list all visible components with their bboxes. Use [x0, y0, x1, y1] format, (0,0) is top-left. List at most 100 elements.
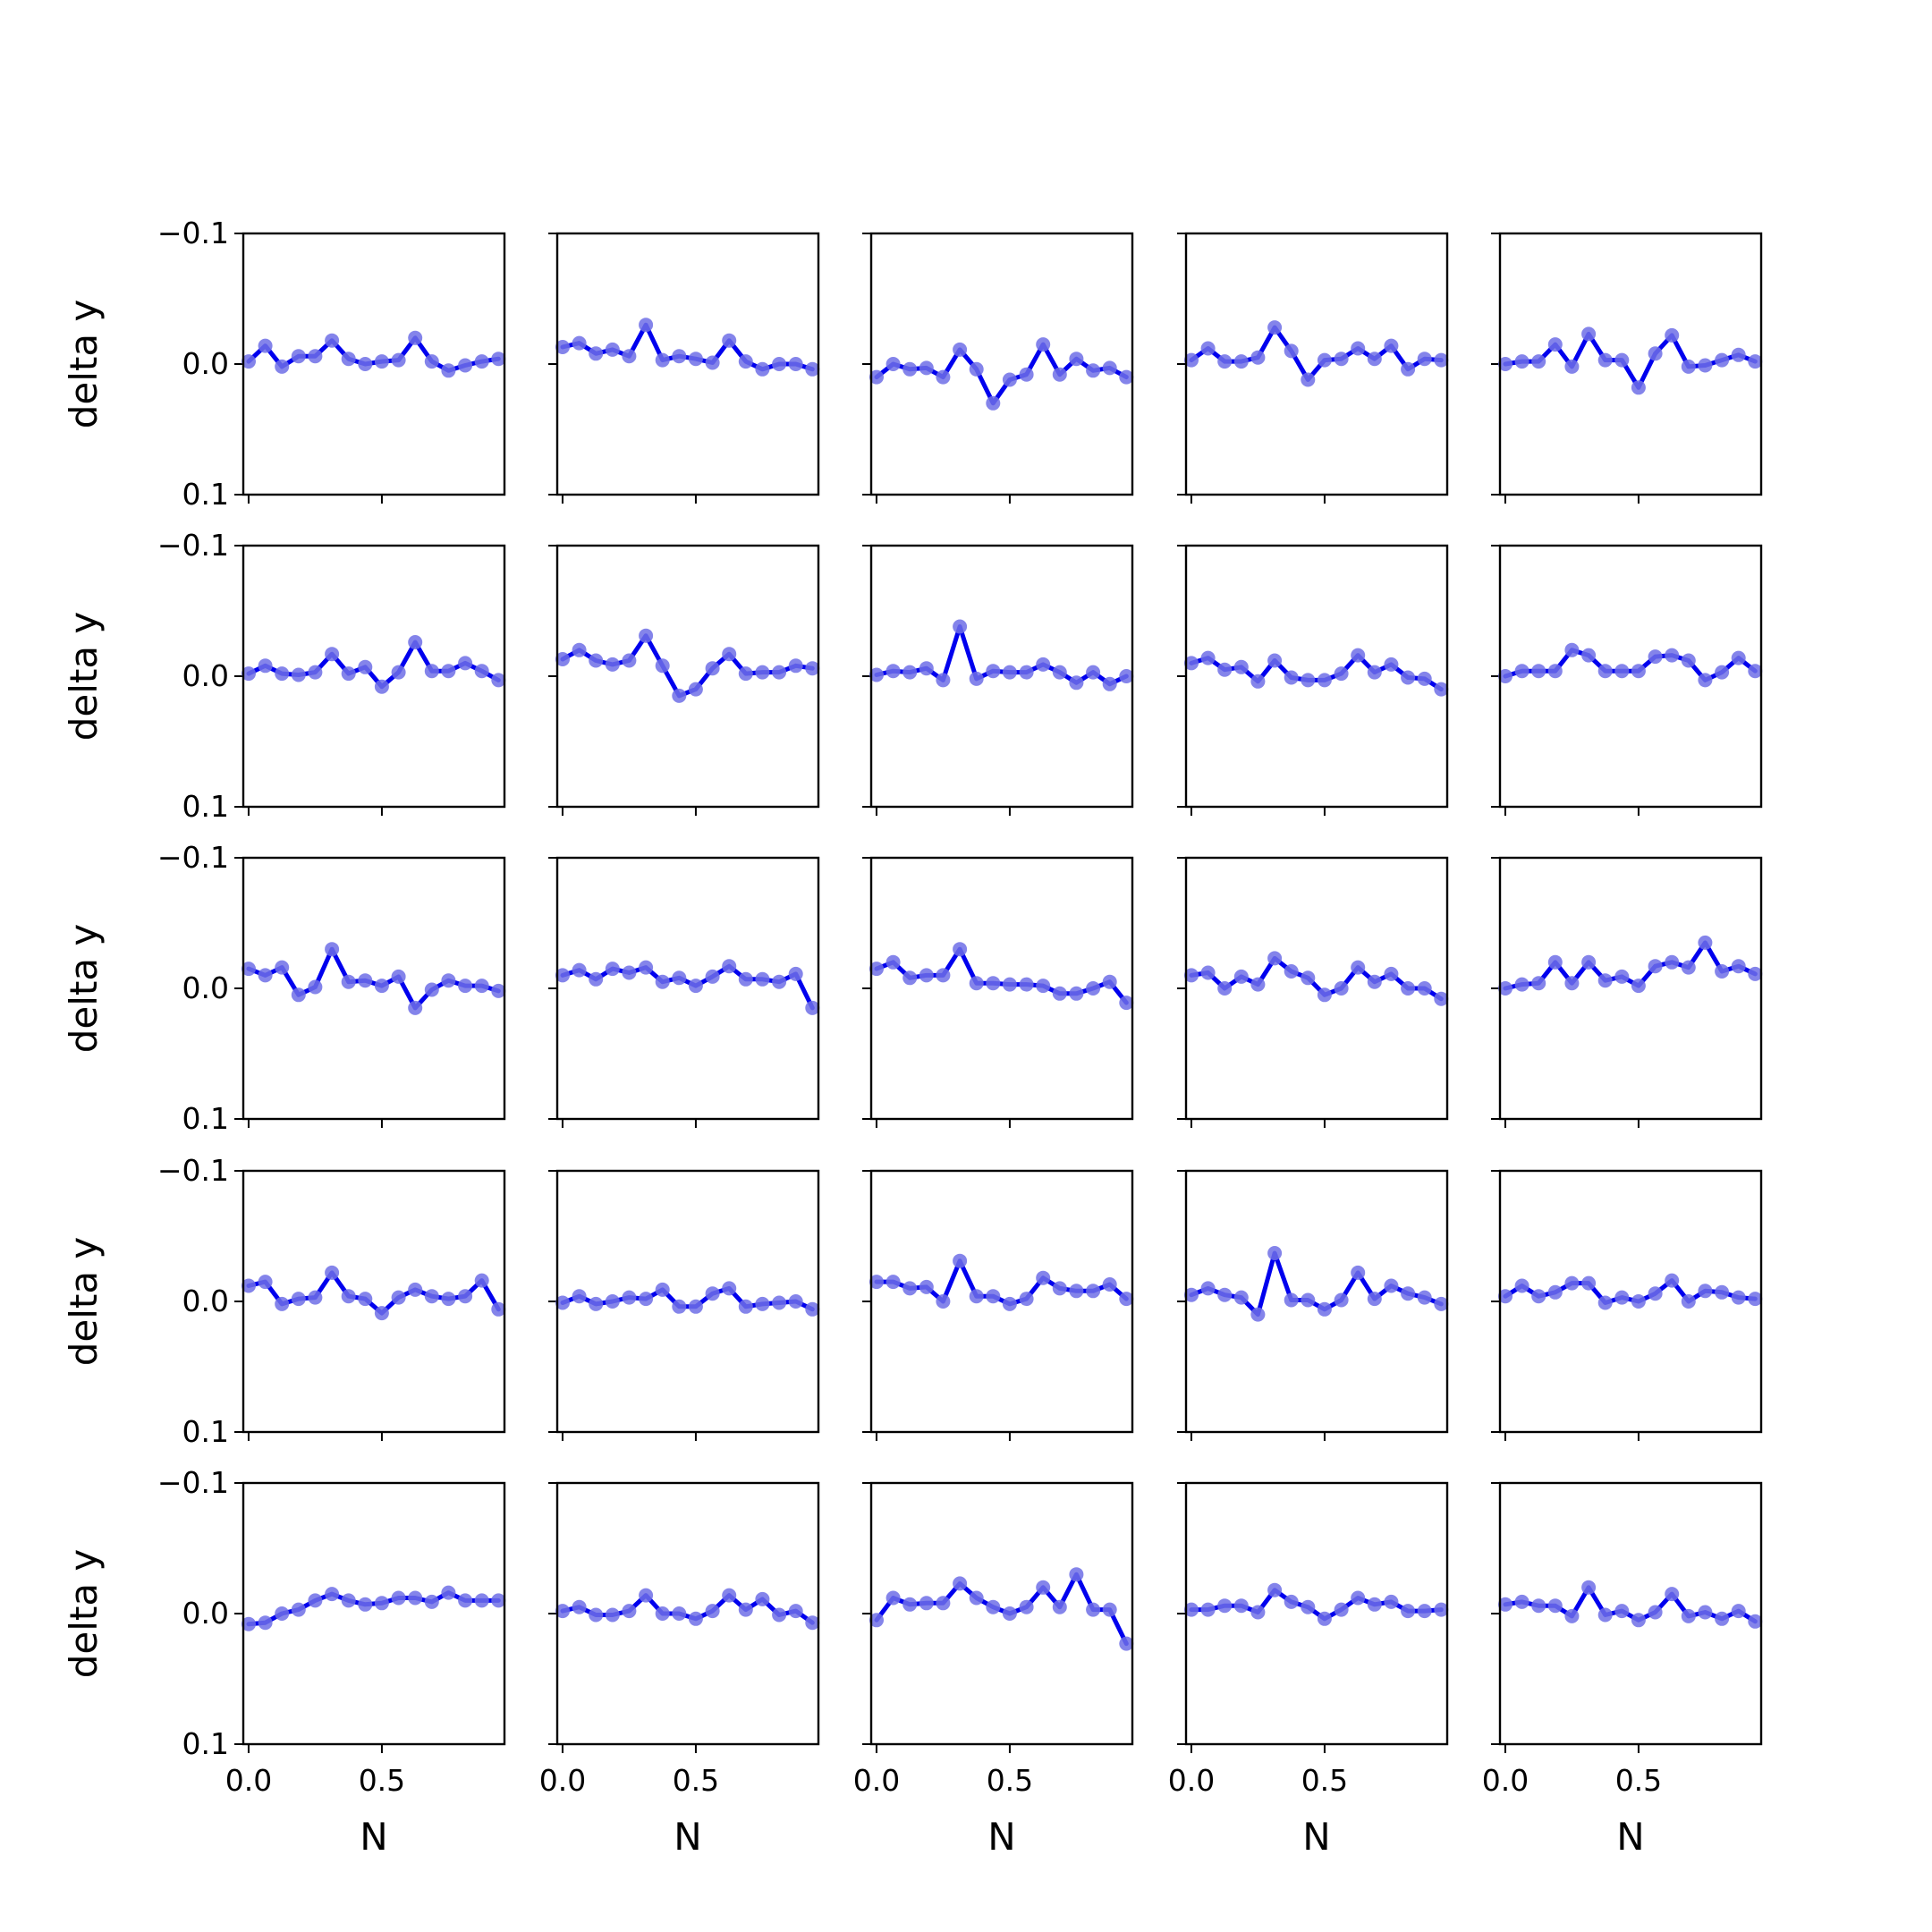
- data-point: [1102, 360, 1117, 376]
- data-point: [1267, 320, 1283, 335]
- data-point: [1301, 673, 1316, 688]
- data-point: [1597, 1607, 1613, 1623]
- data-point: [1648, 649, 1663, 665]
- data-point: [1564, 1608, 1580, 1623]
- data-point: [374, 354, 389, 369]
- series-line: [1189, 653, 1444, 692]
- data-point: [788, 1604, 803, 1619]
- plot-frame: [869, 1169, 1134, 1434]
- data-point: [1184, 1287, 1199, 1302]
- plot-frame: [1498, 856, 1763, 1121]
- plot-frame: [869, 232, 1134, 496]
- data-point: [1184, 1602, 1199, 1617]
- data-point: [655, 974, 670, 989]
- data-point: [341, 1289, 356, 1304]
- data-point: [639, 1292, 654, 1307]
- data-point: [969, 361, 984, 377]
- data-point: [672, 970, 687, 986]
- data-point: [902, 1281, 918, 1296]
- data-point: [1351, 648, 1366, 663]
- data-point: [474, 664, 489, 679]
- data-point: [1631, 979, 1646, 994]
- y-axis-label: delta y: [62, 612, 106, 741]
- data-point: [869, 1613, 884, 1628]
- data-point: [491, 983, 506, 998]
- data-point: [1367, 1292, 1382, 1307]
- data-point: [325, 333, 340, 348]
- data-point: [1547, 664, 1563, 679]
- x-axis-label: N: [1616, 1815, 1644, 1859]
- data-point: [391, 969, 406, 984]
- plot-frame: [869, 544, 1134, 809]
- x-tick-label: 0.5: [987, 1763, 1033, 1798]
- data-point: [1417, 981, 1432, 996]
- data-point: [374, 1306, 389, 1321]
- data-point: [1317, 1611, 1332, 1626]
- data-point: [1715, 352, 1730, 368]
- data-point: [1367, 1597, 1382, 1612]
- data-point: [1547, 954, 1563, 970]
- series-line: [874, 946, 1129, 1005]
- data-point: [655, 1606, 670, 1621]
- data-point: [705, 661, 720, 676]
- data-point: [622, 1290, 637, 1305]
- series-line: [874, 1258, 1129, 1307]
- series-line: [246, 335, 501, 373]
- data-point: [1748, 966, 1763, 981]
- data-point: [1233, 1598, 1249, 1614]
- data-point: [755, 665, 770, 680]
- subplot-3-4: [1177, 856, 1449, 1128]
- data-point: [1401, 361, 1416, 377]
- data-point: [1597, 1295, 1613, 1310]
- data-point: [1434, 1602, 1449, 1617]
- data-point: [1284, 343, 1299, 359]
- data-point: [1002, 1606, 1017, 1621]
- data-point: [688, 1611, 703, 1626]
- data-point: [555, 652, 570, 666]
- data-point: [1102, 1602, 1117, 1617]
- plot-frame: [242, 856, 506, 1121]
- data-point: [805, 1000, 820, 1015]
- data-point: [1581, 954, 1597, 970]
- plot-frame: [1184, 1169, 1449, 1434]
- data-point: [1681, 1608, 1696, 1623]
- data-point: [1367, 974, 1382, 989]
- data-point: [986, 976, 1001, 991]
- data-point: [1367, 352, 1382, 367]
- data-point: [1119, 996, 1134, 1011]
- data-point: [441, 363, 456, 378]
- data-point: [1351, 1590, 1366, 1606]
- data-point: [936, 968, 951, 983]
- data-point: [622, 653, 637, 668]
- data-point: [1614, 1604, 1630, 1619]
- data-point: [688, 1299, 703, 1314]
- data-point: [491, 1301, 506, 1317]
- data-point: [788, 658, 803, 674]
- plot-frame: [869, 856, 1134, 1121]
- data-point: [869, 1275, 884, 1290]
- data-point: [1052, 665, 1067, 680]
- data-point: [772, 1295, 787, 1310]
- data-point: [1052, 1599, 1067, 1614]
- plot-frame: [555, 544, 820, 809]
- data-point: [886, 357, 901, 371]
- data-point: [308, 979, 323, 995]
- data-point: [1681, 1294, 1696, 1309]
- data-point: [424, 1594, 439, 1609]
- data-point: [1069, 352, 1084, 367]
- data-point: [1301, 372, 1316, 387]
- x-axis-label: N: [360, 1815, 387, 1859]
- data-point: [1301, 1599, 1316, 1614]
- data-point: [1267, 653, 1283, 668]
- data-point: [1665, 1273, 1680, 1288]
- subplot-2-4: [1177, 544, 1449, 816]
- series-line: [1503, 1585, 1758, 1624]
- data-point: [1019, 977, 1034, 992]
- data-point: [441, 664, 456, 679]
- data-point: [341, 974, 356, 989]
- data-point: [1631, 380, 1646, 395]
- data-point: [1715, 1611, 1730, 1626]
- data-point: [555, 340, 570, 354]
- data-point: [391, 1590, 406, 1606]
- data-point: [275, 666, 290, 682]
